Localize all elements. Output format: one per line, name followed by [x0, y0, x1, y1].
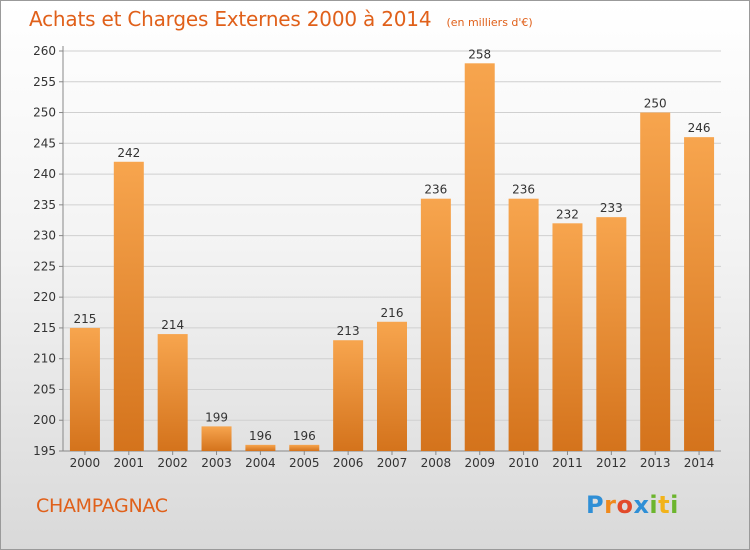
value-label-2008: 236 [424, 183, 447, 197]
value-label-2011: 232 [556, 207, 579, 221]
commune-name: CHAMPAGNAC [36, 495, 168, 517]
y-tick-label: 245 [33, 136, 56, 150]
value-label-2010: 236 [512, 183, 535, 197]
bar-2009 [464, 63, 495, 452]
bar-2010 [508, 198, 539, 451]
value-label-2003: 199 [205, 410, 228, 424]
chart-unit: (en milliers d'€) [446, 16, 533, 29]
value-label-2009: 258 [468, 47, 491, 61]
x-tick-label-2012: 2012 [596, 456, 627, 470]
x-tick-label-2007: 2007 [377, 456, 408, 470]
value-label-2002: 214 [161, 318, 184, 332]
value-labels: 215 242 214 199 196 196 213 216 236 258 236 232 233 2… [73, 47, 710, 443]
y-tick-label: 230 [33, 229, 56, 243]
bars [69, 63, 715, 452]
value-label-2001: 242 [117, 146, 140, 160]
y-tick-label: 220 [33, 290, 56, 304]
y-tick-label: 255 [33, 75, 56, 89]
x-tick-labels: 2000 2001 2002 2003 2004 2005 2006 2007 2008 2009… [70, 451, 715, 470]
value-label-2007: 216 [381, 306, 404, 320]
y-tick-label: 260 [33, 44, 56, 58]
y-tick-label: 240 [33, 167, 56, 181]
x-tick-label-2014: 2014 [684, 456, 715, 470]
x-tick-label-2009: 2009 [464, 456, 495, 470]
x-tick-label-2008: 2008 [421, 456, 452, 470]
proxiti-logo: Proxiti [586, 491, 679, 519]
bar-2013 [640, 112, 671, 452]
bar-2005 [289, 444, 320, 451]
bar-2014 [684, 137, 715, 451]
y-tick-label: 215 [33, 321, 56, 335]
value-label-2006: 213 [337, 324, 360, 338]
bar-2000 [69, 327, 100, 451]
x-tick-label-2011: 2011 [552, 456, 583, 470]
bar-2004 [245, 444, 276, 451]
y-tick-label: 210 [33, 352, 56, 366]
y-tick-label: 235 [33, 198, 56, 212]
value-label-2000: 215 [73, 312, 96, 326]
value-label-2012: 233 [600, 201, 623, 215]
value-label-2014: 246 [688, 121, 711, 135]
chart-title: Achats et Charges Externes 2000 à 2014 [29, 7, 432, 31]
x-tick-label-2000: 2000 [70, 456, 101, 470]
x-tick-label-2001: 2001 [114, 456, 145, 470]
y-tick-label: 205 [33, 382, 56, 396]
x-tick-label-2005: 2005 [289, 456, 320, 470]
bar-2007 [377, 321, 407, 451]
bar-2002 [157, 334, 188, 451]
x-tick-label-2003: 2003 [201, 456, 232, 470]
value-label-2004: 196 [249, 429, 272, 443]
bar-2011 [552, 223, 583, 451]
x-tick-label-2006: 2006 [333, 456, 364, 470]
x-tick-label-2004: 2004 [245, 456, 276, 470]
bar-2006 [333, 340, 364, 451]
bar-2012 [596, 217, 627, 451]
y-tick-label: 195 [33, 444, 56, 458]
bar-2003 [201, 426, 232, 451]
bar-2008 [420, 198, 451, 451]
bar-2001 [113, 161, 144, 451]
y-tick-label: 200 [33, 413, 56, 427]
x-tick-label-2002: 2002 [157, 456, 188, 470]
value-label-2013: 250 [644, 97, 667, 111]
title-block: Achats et Charges Externes 2000 à 2014 (… [29, 7, 533, 31]
y-tick-label: 225 [33, 259, 56, 273]
y-tick-label: 250 [33, 106, 56, 120]
x-tick-label-2010: 2010 [508, 456, 539, 470]
y-tick-labels: 195 200 205 210 215 220 225 230 235 240 245 250 255 2… [33, 44, 63, 458]
x-tick-label-2013: 2013 [640, 456, 671, 470]
value-label-2005: 196 [293, 429, 316, 443]
